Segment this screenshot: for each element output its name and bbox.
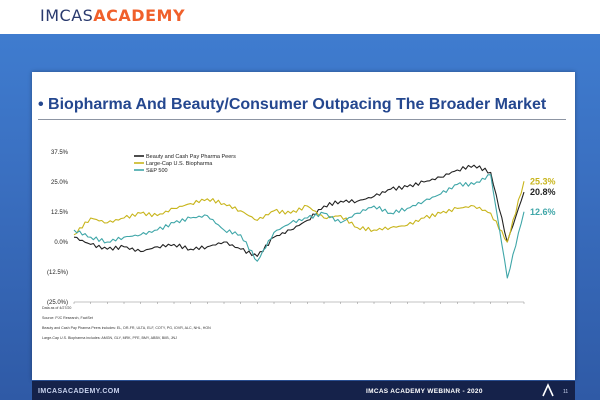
y-tick-label: 12.5% [51,210,69,216]
footer-website: IMCASACADEMY.COM [38,388,120,395]
y-tick-label: 25.0% [51,180,69,186]
series-line [73,181,525,243]
brand-logo[interactable]: IMCASACADEMY [40,6,185,25]
brand-name-part1: IMCAS [40,6,94,25]
series-end-label: 25.3% [530,176,556,186]
footnote: Data as of 4/27/20 [42,306,72,310]
title-divider [38,119,566,120]
page-number: 11 [563,389,569,395]
slide-footnotes: Data as of 4/27/20 Source: PJC Research,… [42,306,482,346]
footer-event-name: IMCAS ACADEMY WEBINAR - 2020 [366,388,483,395]
footnote: Beauty and Cash Pay Pharma Peers include… [42,326,211,330]
series-line [73,174,525,279]
academy-a-icon [542,383,554,397]
footnote: Source: PJC Research, FactSet [42,316,93,320]
series-line [73,164,525,257]
legend-entry: S&P 500 [146,168,168,174]
line-chart: 37.5%25.0%12.5%0.0%(12.5%)(25.0%)Jan-18F… [47,150,556,306]
series-end-label: 20.8% [530,187,556,197]
slide-title: • Biopharma And Beauty/Consumer Outpacin… [38,96,547,113]
slide-footer-band [32,381,575,400]
series-end-label: 12.6% [530,207,556,217]
legend-entry: Beauty and Cash Pay Pharma Peers [146,154,236,160]
top-header-bar: IMCASACADEMY [0,0,600,34]
legend-entry: Large-Cap U.S. Biopharma [146,161,213,167]
footnote: Large-Cap U.S. Biopharma includes: AMGN,… [42,336,177,340]
y-tick-label: 0.0% [54,240,68,246]
y-tick-label: (25.0%) [47,300,68,306]
y-tick-label: (12.5%) [47,270,68,276]
brand-name-part2: ACADEMY [93,6,186,25]
y-tick-label: 37.5% [51,150,69,156]
presentation-slide: • Biopharma And Beauty/Consumer Outpacin… [32,72,575,380]
